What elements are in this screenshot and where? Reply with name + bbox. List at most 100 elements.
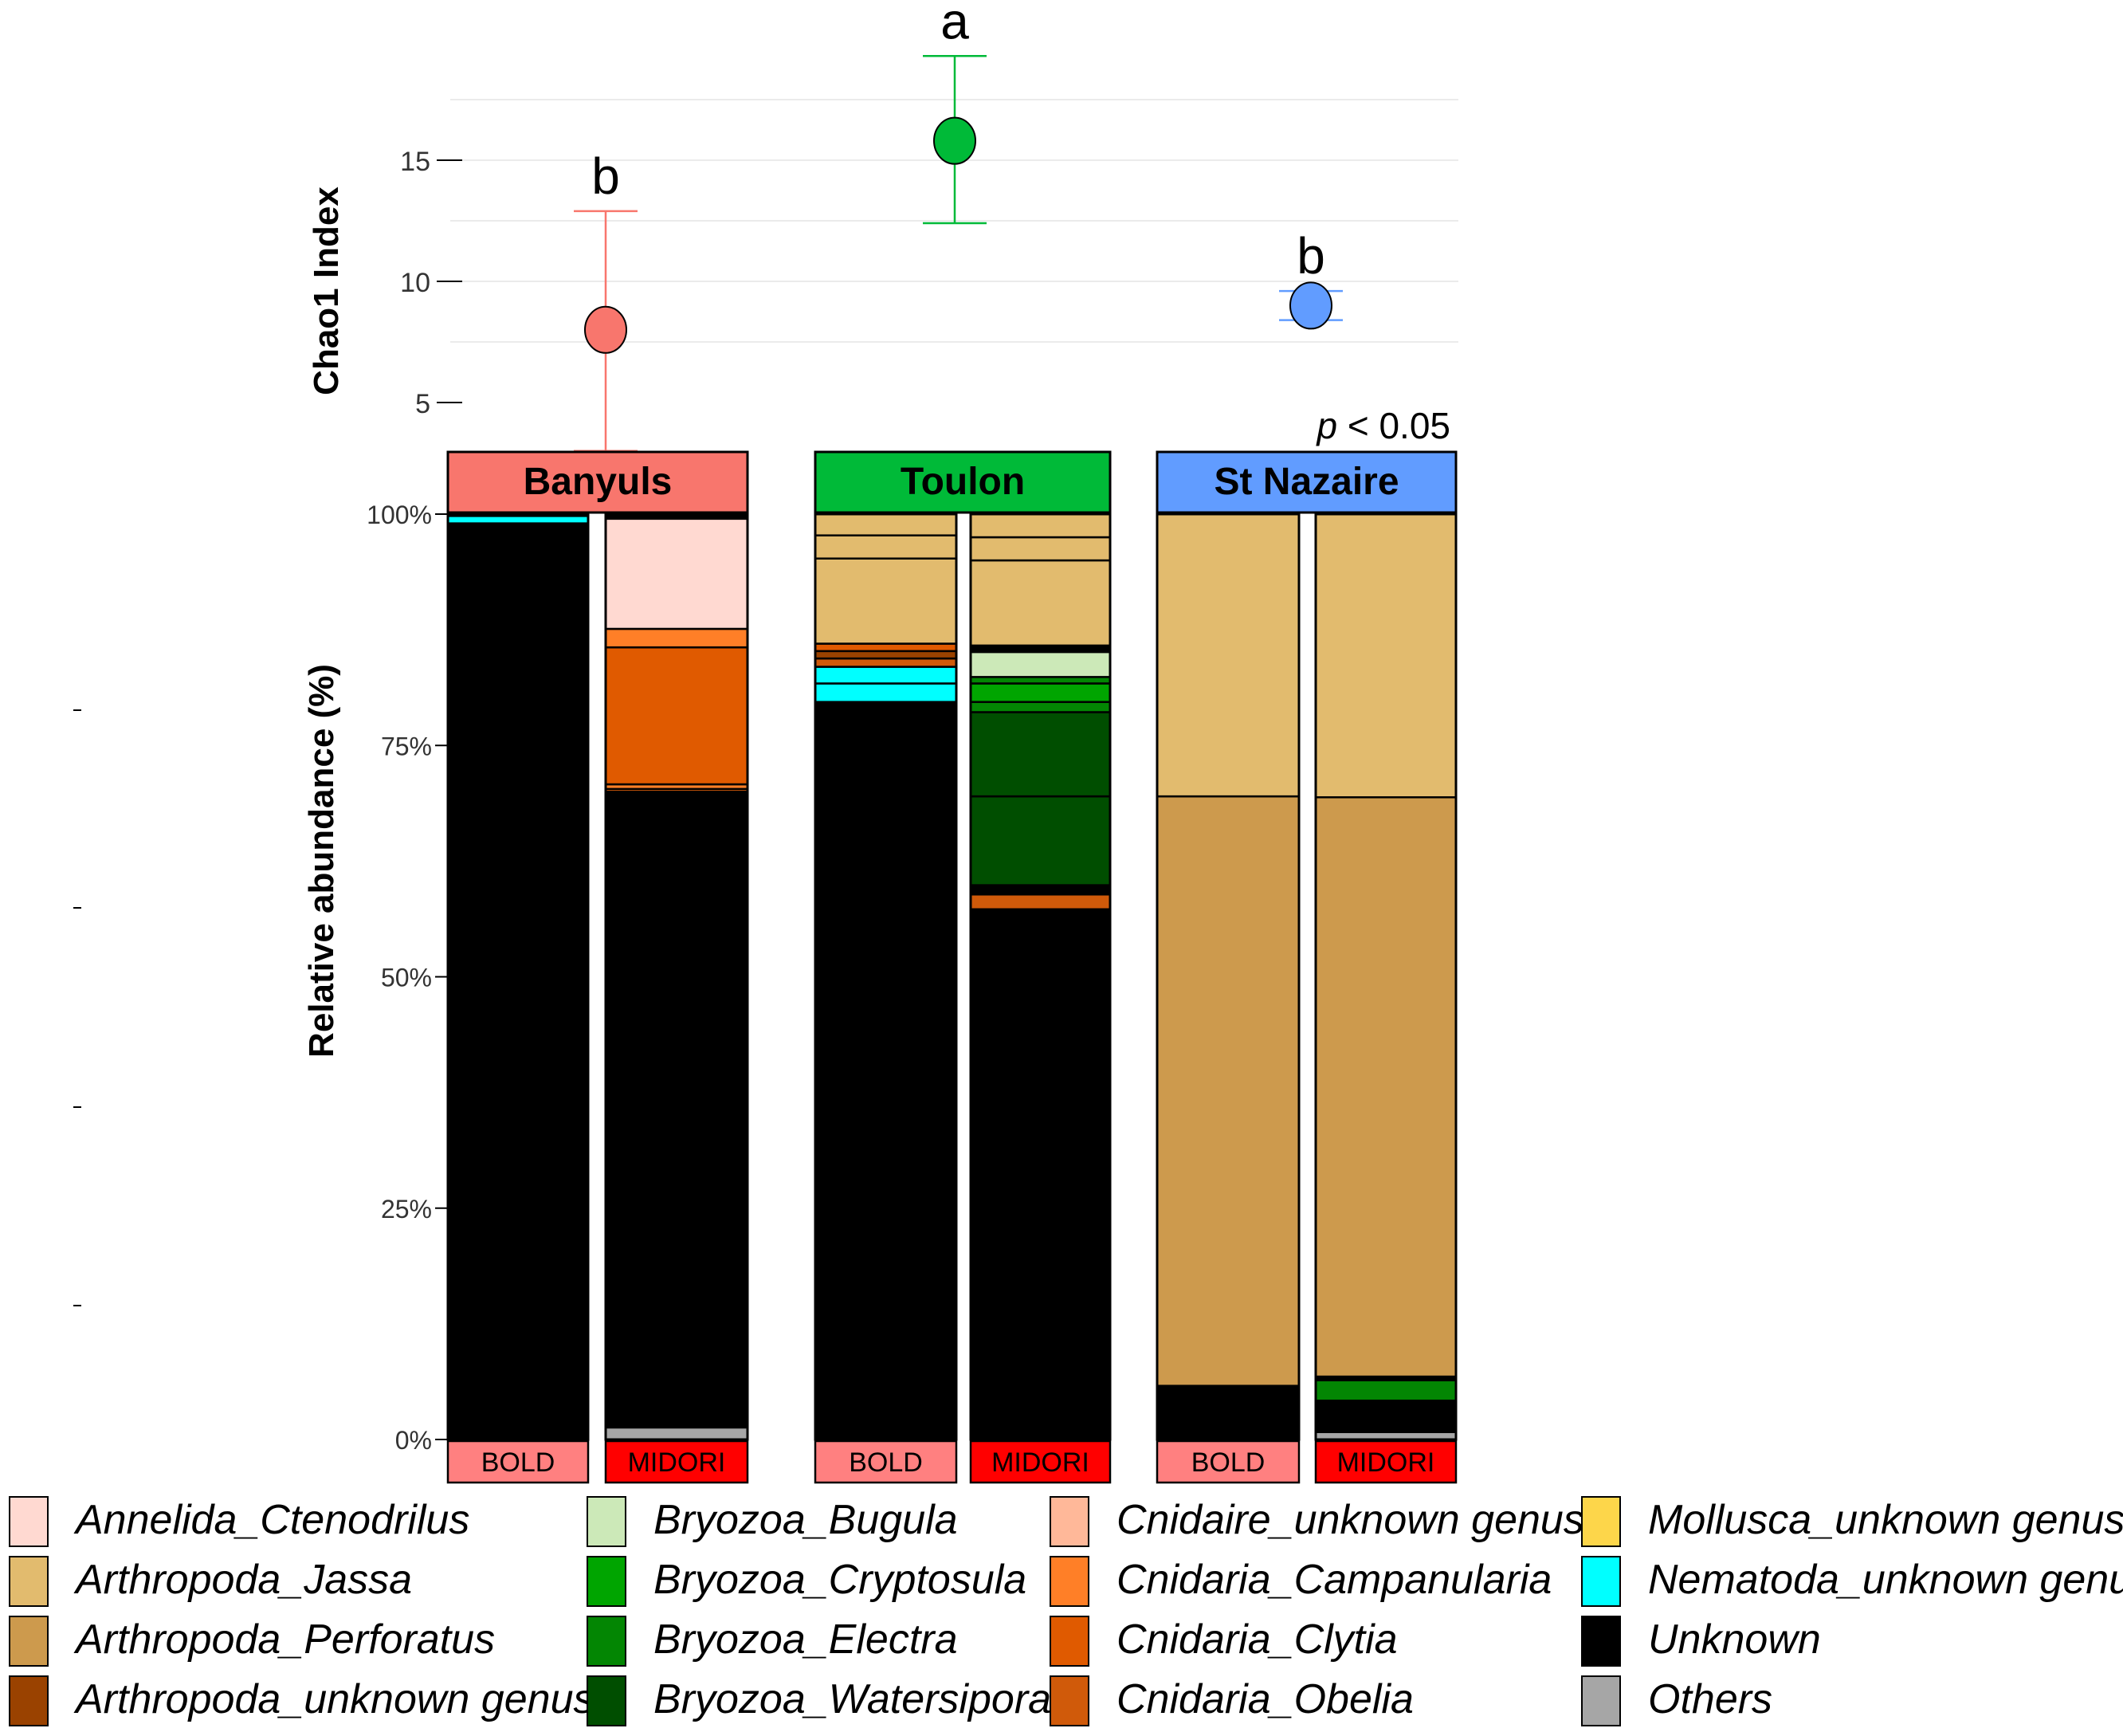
stray-tick-marks [73,709,81,1306]
legend-item: Nematoda_unknown genus [1581,1556,2123,1607]
facet-header [1156,450,1458,514]
legend-swatch [9,1556,49,1607]
legend-item: Cnidaire_unknown genus [1050,1496,1584,1547]
stacked-bar: MIDORI [1314,513,1458,1484]
chao1-y-label: Chao1 Index [307,187,346,395]
bar-label-box [814,1439,958,1484]
legend-item: Cnidaria_Obelia [1050,1675,1414,1726]
bar-segment [604,1426,749,1441]
legend-swatch [1050,1556,1089,1607]
legend-item: Bryozoa_Watersipora [587,1675,1051,1726]
abundance-y-axis: 0% 25% 50% 75% 100% [367,501,448,1455]
chao1-gridlines [414,99,1458,434]
legend-item: Arthropoda_Perforatus [9,1616,495,1667]
legend-swatch [1581,1675,1621,1726]
legend-label: Others [1648,1676,1772,1722]
legend-label: Arthropoda_Perforatus [73,1616,495,1663]
legend-item: Mollusca_unknown genus [1581,1496,2123,1547]
legend-item: Bryozoa_Bugula [587,1496,958,1547]
bar-segment [814,701,958,1441]
bar-segment [814,534,958,560]
bar-segment [814,513,958,536]
legend-item: Arthropoda_Jassa [9,1556,412,1607]
legend-swatch [1581,1556,1621,1607]
significance-letter: b [1297,227,1325,285]
bar-label: BOLD [481,1447,555,1478]
legend-label: Bryozoa_Watersipora [653,1676,1051,1722]
bar-segment [1156,1384,1301,1441]
bar-segment [604,627,749,649]
facet-banyuls: Banyuls BOLD MIDORI [446,450,749,1484]
bar-segment [1314,1379,1458,1402]
chao1-panel: 5 10 15 Chao1 Index b a b p < 0.05 [307,0,1458,453]
p-value-annotation: p < 0.05 [1315,405,1450,446]
abundance-y-tick-label: 100% [367,501,432,529]
bar-outline [969,513,1112,1441]
bar-segment [814,642,958,653]
abundance-y-label: Relative abundance (%) [302,664,341,1058]
bar-segment [446,515,590,524]
legend-item: Arthropoda_unknown genus [9,1675,594,1726]
chao1-y-tick-label: 5 [415,389,430,419]
bar-label-box [1156,1439,1301,1484]
significance-letter: b [591,147,620,205]
bar-segment [969,513,1112,539]
bar-segment [969,682,1112,703]
abundance-y-tick-label: 50% [381,964,432,992]
stacked-bar: MIDORI [604,513,749,1484]
chao1-points: b a b [574,0,1343,453]
p-value-text: < 0.05 [1337,405,1450,446]
bar-segment [969,795,1112,886]
legend-item: Bryozoa_Electra [587,1616,958,1667]
bar-segment [1314,796,1458,1378]
chao1-y-tick-label: 15 [400,147,430,177]
stacked-bar: BOLD [446,513,590,1484]
legend-label: Annelida_Ctenodrilus [73,1497,469,1543]
bar-segment [1156,513,1301,798]
bar-label: BOLD [1191,1447,1266,1478]
legend-item: Bryozoa_Cryptosula [587,1556,1026,1607]
bar-segment [969,536,1112,562]
stacked-bar: BOLD [814,513,958,1484]
legend-label: Bryozoa_Bugula [653,1497,958,1543]
bar-segment [969,893,1112,910]
legend-swatch [587,1616,626,1667]
bar-label-box [969,1439,1112,1484]
bar-label: BOLD [849,1447,923,1478]
bar-outline [1156,513,1301,1441]
mean-point [584,305,627,354]
legend-swatch [9,1675,49,1726]
abundance-y-tick-label: 25% [381,1195,432,1223]
legend-item: Others [1581,1675,1772,1726]
bar-label-box [1314,1439,1458,1484]
facet-st-nazaire: St Nazaire BOLD MIDORI [1156,450,1458,1484]
legend: Annelida_Ctenodrilus Arthropoda_Jassa Arth… [9,1496,2123,1726]
legend-swatch [1050,1496,1089,1547]
bar-outline [1314,513,1458,1441]
bar-segment [969,650,1112,678]
mean-point [1289,281,1332,330]
legend-swatch [1581,1496,1621,1547]
bar-segment [604,791,749,1429]
abundance-y-tick-label: 75% [381,732,432,760]
legend-label: Cnidaria_Clytia [1116,1616,1398,1663]
bar-segment [814,657,958,668]
bar-segment [446,522,590,1441]
bar-label-box [446,1439,590,1484]
legend-label: Arthropoda_Jassa [73,1557,412,1603]
bar-segment [604,517,749,630]
chao1-y-tick-label: 10 [400,268,430,298]
legend-label: Mollusca_unknown genus [1648,1497,2123,1543]
facet-title: Toulon [901,461,1025,503]
legend-item: Cnidaria_Campanularia [1050,1556,1552,1607]
bar-segment [814,666,958,685]
legend-swatch [9,1616,49,1667]
legend-swatch [1581,1616,1621,1667]
legend-swatch [9,1496,49,1547]
legend-label: Unknown [1648,1616,1821,1663]
bar-outline [446,513,590,1441]
bar-outline [814,513,958,1441]
legend-item: Cnidaria_Clytia [1050,1616,1398,1667]
